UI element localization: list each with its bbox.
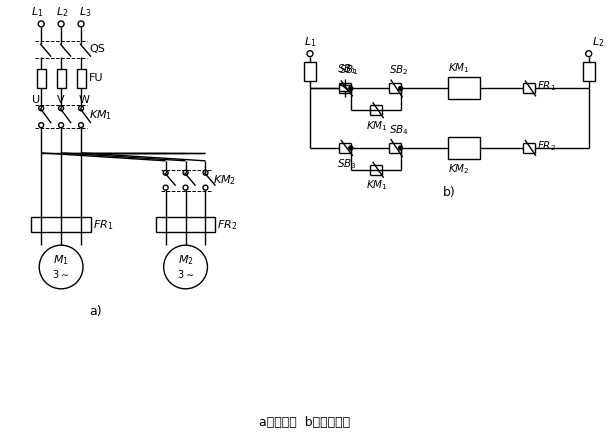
Bar — [57, 69, 65, 88]
Text: a): a) — [90, 305, 102, 318]
Text: $M_1$: $M_1$ — [53, 253, 69, 267]
Circle shape — [78, 21, 84, 27]
Bar — [583, 61, 595, 81]
Circle shape — [39, 245, 83, 289]
Text: $L_2$: $L_2$ — [591, 35, 604, 49]
Circle shape — [349, 87, 353, 91]
Text: $3\sim$: $3\sim$ — [177, 268, 194, 280]
Text: $KM_1$: $KM_1$ — [448, 61, 470, 75]
Circle shape — [349, 146, 353, 150]
Circle shape — [183, 185, 188, 190]
Text: $KM_2$: $KM_2$ — [448, 162, 470, 175]
Text: $FR_1$: $FR_1$ — [93, 218, 113, 232]
Text: $L_3$: $L_3$ — [79, 5, 92, 19]
Text: $FR_1$: $FR_1$ — [537, 80, 556, 93]
Text: $FR_2$: $FR_2$ — [537, 139, 556, 153]
Text: $SB_3$: $SB_3$ — [337, 157, 357, 171]
Circle shape — [79, 122, 84, 128]
Bar — [37, 69, 46, 88]
Text: W: W — [78, 95, 90, 105]
Text: $L_1$: $L_1$ — [304, 35, 316, 49]
Text: $SB_2$: $SB_2$ — [389, 64, 408, 77]
Circle shape — [183, 170, 188, 175]
Text: $SB_1$: $SB_1$ — [337, 62, 357, 76]
Text: V: V — [57, 95, 65, 105]
Text: $L_1$: $L_1$ — [31, 5, 43, 19]
Circle shape — [203, 185, 208, 190]
Text: $SB_1$: $SB_1$ — [339, 64, 359, 77]
Bar — [304, 61, 316, 81]
Bar — [448, 77, 480, 99]
Circle shape — [59, 122, 64, 128]
Text: $KM_1$: $KM_1$ — [89, 108, 112, 122]
Text: $M_2$: $M_2$ — [178, 253, 194, 267]
Text: $3\sim$: $3\sim$ — [53, 268, 70, 280]
Circle shape — [163, 185, 168, 190]
Text: FU: FU — [89, 73, 103, 84]
Circle shape — [79, 106, 84, 111]
Circle shape — [38, 122, 44, 128]
Circle shape — [163, 170, 168, 175]
Circle shape — [398, 87, 403, 91]
Bar — [156, 217, 216, 232]
Bar — [31, 217, 91, 232]
Circle shape — [164, 245, 208, 289]
Text: $L_2$: $L_2$ — [56, 5, 68, 19]
Circle shape — [59, 106, 64, 111]
Text: $FR_2$: $FR_2$ — [218, 218, 238, 232]
Circle shape — [398, 146, 403, 150]
Circle shape — [203, 170, 208, 175]
Circle shape — [307, 51, 313, 57]
Text: $KM_1$: $KM_1$ — [366, 119, 387, 133]
Text: a）主电路  b）控制电路: a）主电路 b）控制电路 — [260, 416, 351, 429]
Circle shape — [38, 106, 44, 111]
Text: QS: QS — [89, 44, 105, 54]
Circle shape — [586, 51, 591, 57]
Circle shape — [38, 21, 44, 27]
Circle shape — [58, 21, 64, 27]
Text: $KM_2$: $KM_2$ — [213, 173, 236, 187]
Bar — [76, 69, 86, 88]
Bar — [448, 137, 480, 159]
Text: b): b) — [443, 186, 456, 199]
Text: U: U — [32, 95, 40, 105]
Text: $SB_4$: $SB_4$ — [389, 123, 409, 137]
Text: $KM_1$: $KM_1$ — [366, 179, 387, 193]
